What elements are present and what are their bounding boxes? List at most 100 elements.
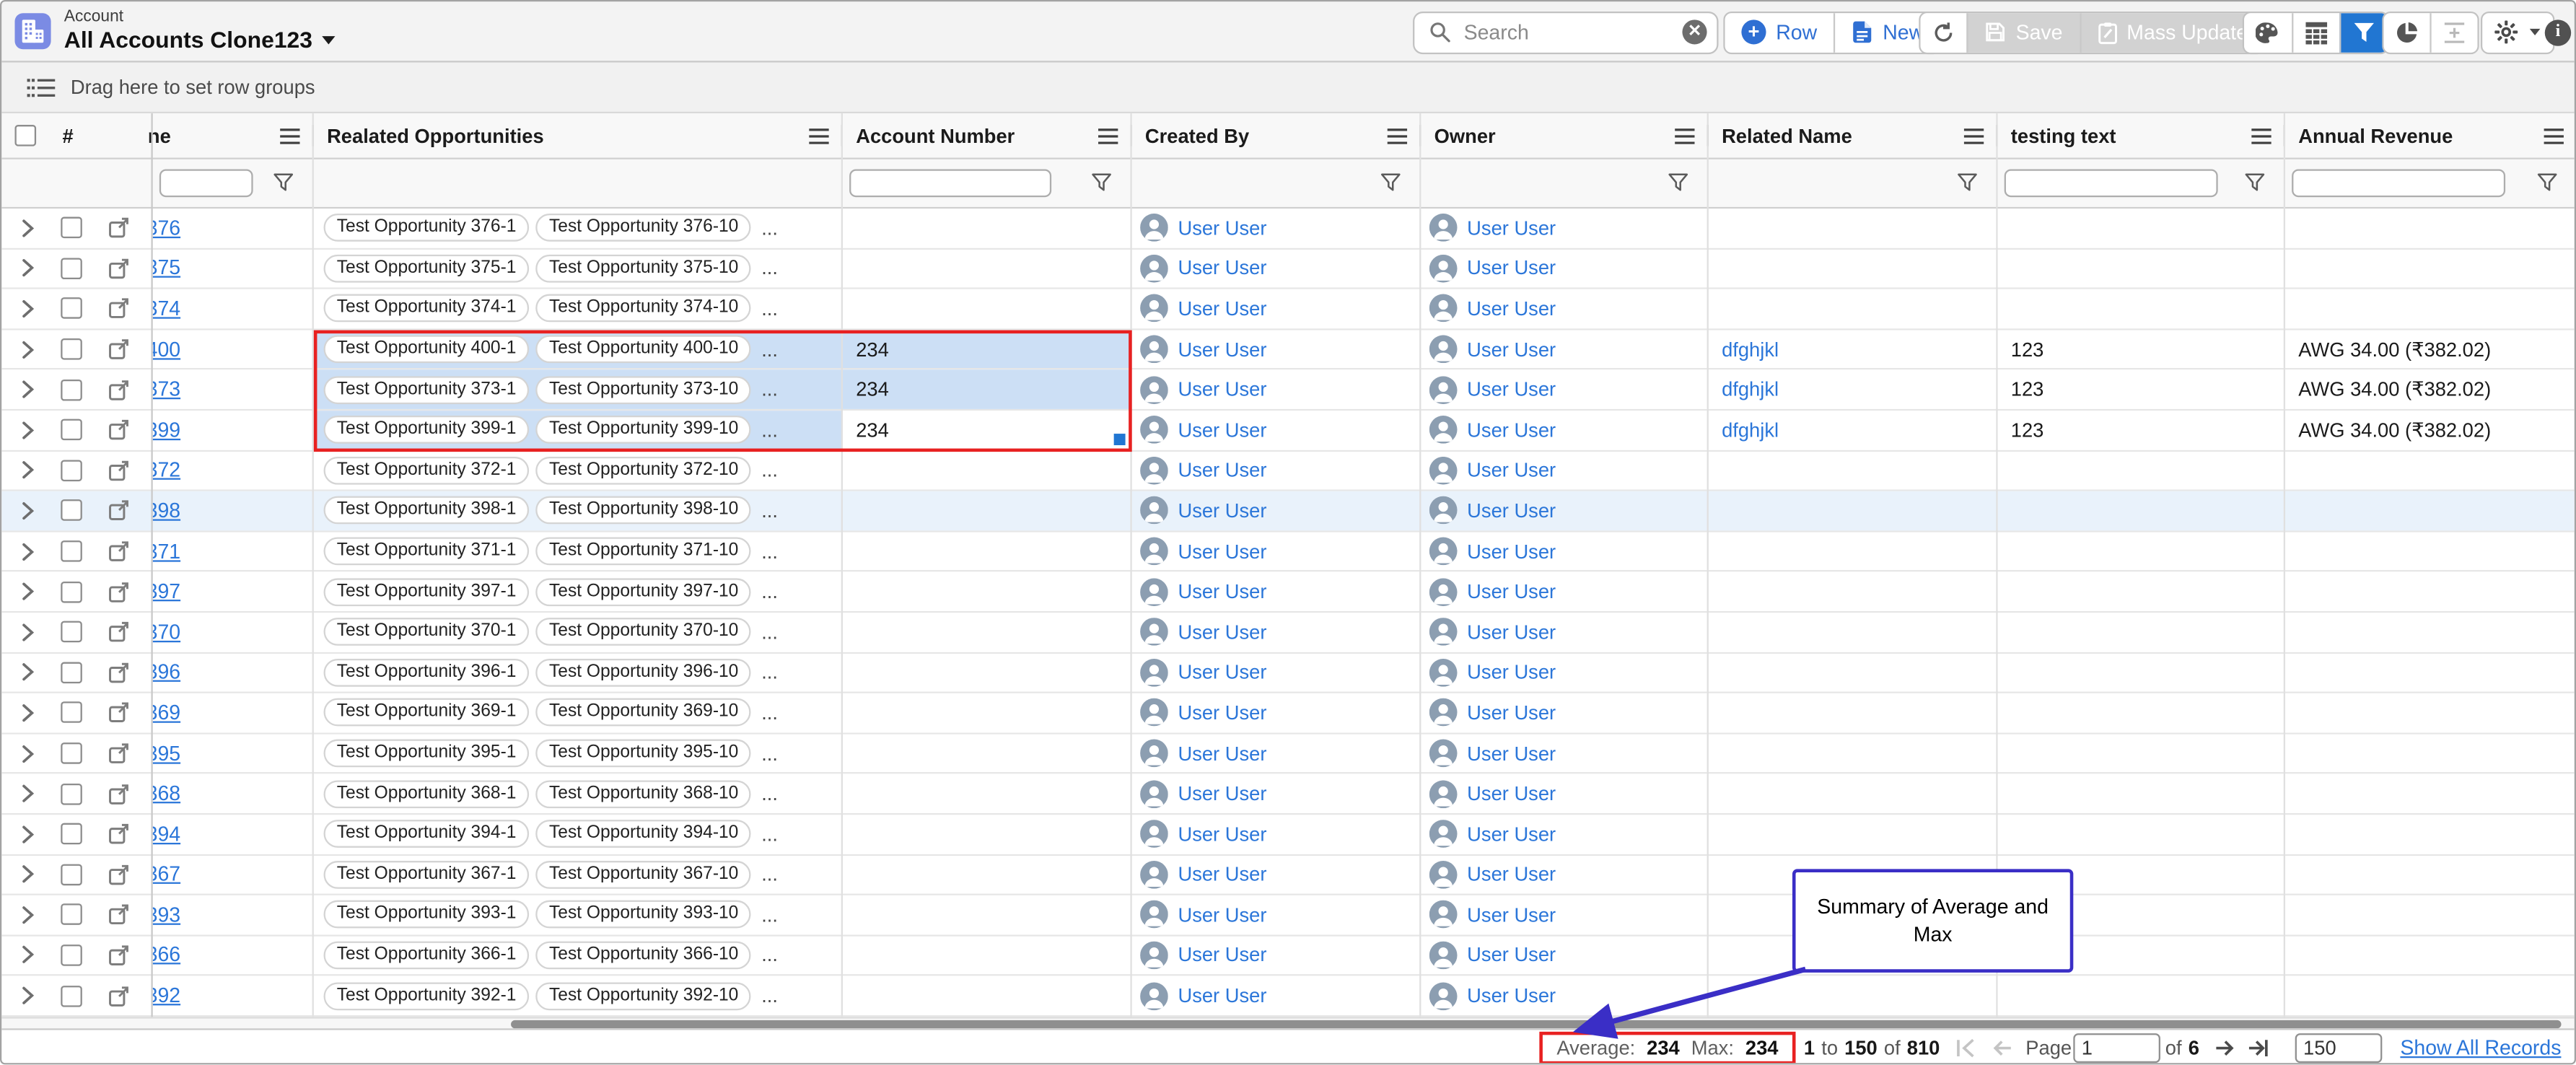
cell-name[interactable]: 375 [153,249,314,288]
cell-annual-revenue[interactable] [2285,209,2575,247]
created-by-link[interactable]: User User [1178,540,1267,563]
cell-owner[interactable]: User User [1421,491,1709,530]
cell-created-by[interactable]: User User [1132,411,1421,450]
row-checkbox[interactable] [61,258,82,279]
cell-realated-opportunities[interactable]: Test Opportunity 392-1 Test Opportunity 3… [314,976,843,1015]
cell-annual-revenue[interactable] [2285,451,2575,490]
record-name-link[interactable]: 400 [153,338,181,361]
cell-owner[interactable]: User User [1421,370,1708,409]
cell-owner[interactable]: User User [1421,451,1708,490]
column-menu-icon[interactable] [2251,127,2272,144]
cell-created-by[interactable]: User User [1132,451,1421,490]
row-expand-chevron-icon[interactable] [22,784,35,803]
record-name-link[interactable]: 396 [153,661,181,684]
record-name-link[interactable]: 376 [153,216,181,240]
cell-account-number[interactable] [843,693,1132,732]
related-name-link[interactable]: dfghjkl [1722,338,1779,361]
cell-row-controls[interactable] [1,451,152,490]
cell-created-by[interactable]: User User [1132,249,1421,288]
filter-funnel-icon[interactable] [1380,172,1402,194]
row-checkbox[interactable] [61,379,82,400]
show-all-records-link[interactable]: Show All Records [2400,1036,2562,1060]
cell-row-controls[interactable] [1,613,152,652]
record-name-link[interactable]: 370 [153,621,181,644]
column-header-realated-opportunities[interactable]: Realated Opportunities [314,113,843,157]
cell-realated-opportunities[interactable]: Test Opportunity 398-1 Test Opportunity 3… [313,491,843,530]
refresh-button[interactable] [1920,12,1967,52]
cell-name[interactable]: 371 [153,532,314,571]
cell-testing-text[interactable] [1998,774,2285,813]
cell-name[interactable]: 396 [153,653,314,692]
cell-related-name[interactable] [1709,249,1998,288]
cell-created-by[interactable]: User User [1132,653,1421,692]
owner-link[interactable]: User User [1467,903,1556,926]
cell-created-by[interactable]: User User [1132,976,1421,1015]
cell-name[interactable]: 374 [153,289,314,328]
row-checkbox[interactable] [61,742,82,764]
owner-link[interactable]: User User [1467,257,1556,280]
cell-name[interactable]: 394 [153,815,314,854]
cell-owner[interactable]: User User [1421,936,1708,975]
owner-link[interactable]: User User [1467,418,1556,442]
open-record-icon[interactable] [108,945,130,966]
owner-link[interactable]: User User [1467,782,1556,805]
record-name-link[interactable]: 375 [153,257,181,280]
owner-link[interactable]: User User [1467,338,1556,361]
created-by-link[interactable]: User User [1178,338,1267,361]
cell-related-name[interactable] [1709,613,1998,652]
owner-link[interactable]: User User [1467,459,1556,482]
cell-account-number[interactable] [843,774,1132,813]
record-name-link[interactable]: 397 [153,580,181,603]
owner-link[interactable]: User User [1467,742,1556,765]
cell-owner[interactable]: User User [1421,693,1708,732]
filter-funnel-icon[interactable] [2536,172,2558,194]
cell-related-name[interactable] [1709,572,1998,611]
cell-created-by[interactable]: User User [1132,330,1421,369]
cell-realated-opportunities[interactable]: Test Opportunity 374-1 Test Opportunity 3… [314,289,843,328]
row-checkbox[interactable] [61,662,82,683]
open-record-icon[interactable] [108,742,130,764]
cell-annual-revenue[interactable] [2285,653,2575,692]
cell-owner[interactable]: User User [1421,572,1708,611]
add-row-button[interactable]: + Row [1725,12,1834,52]
search-clear-icon[interactable]: ✕ [1682,19,1707,45]
first-page-button[interactable] [1955,1030,1976,1064]
open-record-icon[interactable] [108,823,130,845]
cell-owner[interactable]: User User [1421,330,1708,369]
owner-link[interactable]: User User [1467,499,1556,522]
cell-name[interactable]: 395 [153,734,314,773]
cell-realated-opportunities[interactable]: Test Opportunity 372-1 Test Opportunity 3… [314,451,843,490]
row-expand-chevron-icon[interactable] [22,905,35,924]
cell-name[interactable]: 393 [153,895,314,934]
row-checkbox[interactable] [61,864,82,885]
horizontal-scrollbar-track[interactable] [1,1017,2575,1029]
row-expand-chevron-icon[interactable] [22,945,35,965]
cell-related-name[interactable] [1709,734,1998,773]
filter-input-annual-revenue[interactable] [2292,169,2506,198]
info-icon[interactable]: i [2544,19,2572,45]
cell-account-number[interactable]: 234 [842,330,1132,369]
cell-row-controls[interactable] [1,734,152,773]
row-checkbox[interactable] [61,460,82,481]
created-by-link[interactable]: User User [1178,862,1267,886]
filter-funnel-icon[interactable] [2244,172,2266,194]
open-record-icon[interactable] [108,662,130,683]
page-number-input[interactable] [2073,1033,2160,1064]
cell-testing-text[interactable] [1998,734,2285,773]
open-record-icon[interactable] [108,702,130,724]
column-menu-icon[interactable] [2543,127,2564,144]
column-menu-icon[interactable] [1387,127,1409,144]
cell-owner[interactable]: User User [1421,976,1708,1015]
cell-created-by[interactable]: User User [1131,491,1421,530]
cell-row-controls[interactable] [1,815,152,854]
cell-account-number[interactable] [842,491,1132,530]
row-group-panel[interactable]: Drag here to set row groups [1,62,2575,114]
column-menu-icon[interactable] [1098,127,1119,144]
cell-annual-revenue[interactable] [2285,572,2575,611]
created-by-link[interactable]: User User [1178,499,1267,522]
cell-owner[interactable]: User User [1421,613,1708,652]
